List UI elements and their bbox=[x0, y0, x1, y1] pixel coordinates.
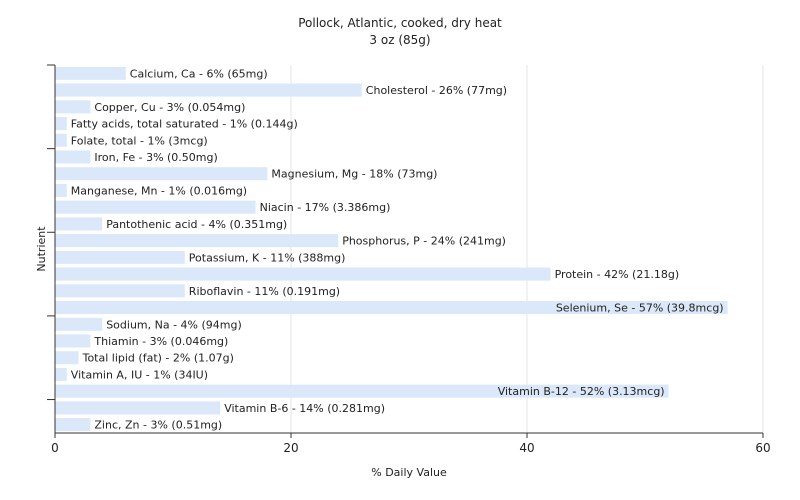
chart-title: Pollock, Atlantic, cooked, dry heat bbox=[298, 16, 502, 30]
bars bbox=[55, 66, 728, 432]
bar bbox=[55, 418, 91, 432]
bar-data-label: Phosphorus, P - 24% (241mg) bbox=[342, 235, 506, 248]
bar bbox=[55, 334, 91, 348]
bar bbox=[55, 250, 185, 264]
bar bbox=[55, 150, 91, 164]
bar bbox=[55, 100, 91, 114]
bar-data-label: Manganese, Mn - 1% (0.016mg) bbox=[71, 184, 247, 197]
bar-labels: Calcium, Ca - 6% (65mg) Cholesterol - 26%… bbox=[71, 67, 724, 431]
bar bbox=[55, 133, 67, 147]
bar-data-label: Pantothenic acid - 4% (0.351mg) bbox=[106, 218, 287, 231]
y-axis-title: Nutrient bbox=[35, 226, 48, 272]
bar-data-label: Potassium, K - 11% (388mg) bbox=[189, 251, 346, 264]
bar-data-label: Cholesterol - 26% (77mg) bbox=[366, 84, 507, 97]
bar bbox=[55, 351, 79, 365]
bar-data-label: Vitamin B-6 - 14% (0.281mg) bbox=[224, 402, 385, 415]
bar bbox=[55, 301, 728, 315]
x-axis-title: % Daily Value bbox=[371, 466, 447, 479]
axes: 0 20 40 60 bbox=[47, 64, 771, 455]
bar-data-label: Folate, total - 1% (3mcg) bbox=[71, 134, 208, 147]
bar bbox=[55, 66, 126, 80]
bar-data-label: Riboflavin - 11% (0.191mg) bbox=[189, 285, 340, 298]
bar-data-label: Thiamin - 3% (0.046mg) bbox=[93, 335, 228, 348]
bar bbox=[55, 167, 268, 181]
bar-data-label: Total lipid (fat) - 2% (1.07g) bbox=[82, 352, 234, 365]
bar-data-label: Vitamin B-12 - 52% (3.13mcg) bbox=[498, 385, 665, 398]
grid-lines bbox=[290, 65, 764, 433]
bar bbox=[55, 234, 339, 248]
bar bbox=[55, 384, 669, 398]
bar bbox=[55, 117, 67, 131]
bar bbox=[55, 267, 551, 281]
bar-data-label: Iron, Fe - 3% (0.50mg) bbox=[94, 151, 217, 164]
bar-data-label: Zinc, Zn - 3% (0.51mg) bbox=[94, 419, 222, 432]
plot-area bbox=[55, 65, 763, 433]
bar-data-label: Vitamin A, IU - 1% (34IU) bbox=[71, 368, 208, 381]
bar bbox=[55, 183, 67, 197]
bar bbox=[55, 200, 256, 214]
bar bbox=[55, 317, 103, 331]
bar-data-label: Niacin - 17% (3.386mg) bbox=[260, 201, 391, 214]
bar bbox=[55, 401, 221, 415]
bar bbox=[55, 83, 362, 97]
x-tick-label: 60 bbox=[755, 441, 770, 455]
bar-data-label: Protein - 42% (21.18g) bbox=[555, 268, 680, 281]
bar bbox=[55, 217, 103, 231]
chart-subtitle: 3 oz (85g) bbox=[369, 33, 430, 47]
bar-data-label: Fatty acids, total saturated - 1% (0.144… bbox=[71, 118, 298, 131]
bar-data-label: Copper, Cu - 3% (0.054mg) bbox=[94, 101, 245, 114]
x-tick-label: 40 bbox=[519, 441, 534, 455]
bar-data-label: Sodium, Na - 4% (94mg) bbox=[106, 318, 242, 331]
bar-data-label: Selenium, Se - 57% (39.8mcg) bbox=[556, 302, 724, 315]
x-tick-label: 20 bbox=[283, 441, 298, 455]
bar bbox=[55, 284, 185, 298]
bar-data-label: Calcium, Ca - 6% (65mg) bbox=[130, 67, 268, 80]
bar-data-label: Magnesium, Mg - 18% (73mg) bbox=[271, 168, 437, 181]
x-tick-label: 0 bbox=[51, 441, 59, 455]
bar bbox=[55, 367, 67, 381]
